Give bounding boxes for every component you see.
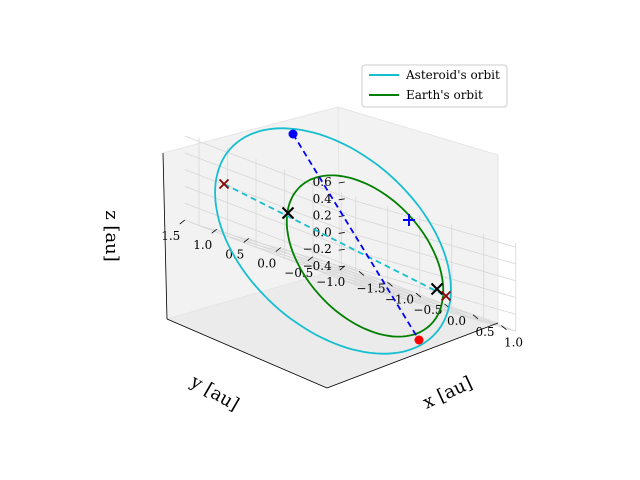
grid-line-z [355,251,516,298]
x-tick-mark [472,314,479,320]
asteroid-aphelion-marker [430,282,444,296]
z-tick-label: 0.4 [313,192,332,206]
earth-point-a-marker [218,178,230,190]
grid-line-z [355,217,516,265]
grid-line-y [216,228,388,295]
x-tick-label: −0.5 [413,303,442,317]
grid-line-y [280,247,452,314]
y-tick-mark [243,238,249,243]
x-tick-label: 1.0 [504,336,523,350]
x-axis-label: x [au] [420,372,476,413]
z-tick-mark [338,265,345,268]
x-tick-label: −1.0 [385,292,414,306]
grid-line-z [355,284,516,332]
asteroid-orbit-line [214,127,452,355]
focus-marker [403,214,415,226]
y-tick-label: 1.0 [193,238,212,252]
legend: Asteroid's orbit Earth's orbit [361,64,508,108]
grid-line-x [227,235,388,283]
node-line [292,133,420,341]
grid-line-z [184,202,356,269]
grid-line-z [184,169,356,236]
z-tick-label: −0.4 [303,259,333,273]
y-tick-label: −1.0 [316,275,345,289]
grid-line-x [312,268,474,316]
z-tick-mark [338,232,345,234]
z-tick-mark [338,248,345,251]
earth-orbit-line [285,174,445,338]
earth-point-b-marker [440,290,452,302]
grid-line-y [248,238,420,304]
x-tick-mark [415,292,422,298]
z-tick-mark [338,181,345,184]
y-axis-label: y [au] [186,371,243,416]
z-tick-label: 0.2 [313,209,332,223]
grid-line-z [355,200,516,248]
y-tick-mark [307,256,313,262]
x-tick-label: 0.5 [475,325,494,339]
y-tick-mark [275,247,281,252]
x-axis-ticks: −1.5−1.0−0.5 0.0 0.5 1.0 [356,271,523,350]
y-tick-mark [211,228,217,234]
markers [218,129,452,345]
z-tick-label: 0.0 [313,225,332,239]
asteroid-perihelion-marker [281,206,295,220]
descending-node-marker [414,335,424,345]
grid-line-x [198,225,360,272]
grid-line-y [344,265,516,332]
z-axis-label: z [au] [101,210,122,262]
z-tick-mark [338,215,345,218]
z-tick-label: −0.2 [303,242,332,256]
y-axis-ticks: 1.5 1.0 0.5 0.0 −0.5−1.0 [161,219,345,289]
x-tick-label: 0.0 [447,314,466,328]
x-tick-label: −1.5 [356,281,385,295]
grid-lines [184,135,517,332]
y-tick-label: 1.5 [161,229,180,243]
plot-area [214,127,452,355]
legend-label-asteroid: Asteroid's orbit [405,68,500,82]
y-tick-label: −0.5 [284,266,313,280]
z-tick-label: 0.6 [313,175,332,189]
y-tick-mark [339,265,345,271]
x-tick-mark [387,281,393,287]
axes-edges [162,152,499,389]
grid-line-x [341,279,502,327]
y-tick-label: 0.5 [225,247,244,261]
grid-line-y [184,219,356,286]
grid-line-x [284,257,445,305]
asteroid-apsides-line [223,183,447,297]
x-tick-mark [501,325,507,331]
z-tick-mark [338,198,345,201]
legend-label-earth: Earth's orbit [406,88,483,102]
grid-line-z [184,186,356,252]
grid-line-x [255,246,417,294]
y-tick-mark [179,219,185,225]
y-tick-label: 0.0 [257,257,276,271]
grid-line-y [312,256,484,323]
x-tick-mark [358,271,365,276]
ascending-node-marker [288,129,298,139]
z-axis-ticks: 0.6 0.4 0.2 0.0 −0.2 −0.4 [303,175,345,273]
grid-line-z [184,152,356,219]
